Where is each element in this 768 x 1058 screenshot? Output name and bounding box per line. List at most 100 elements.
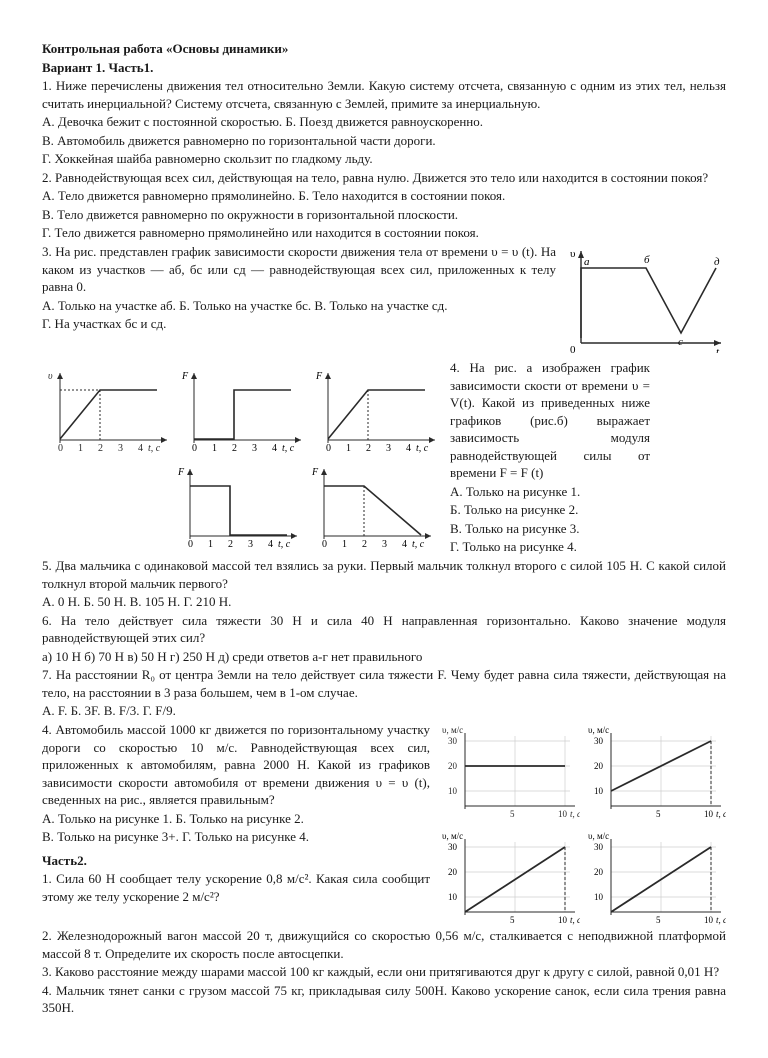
q6-opts: а) 10 Н б) 70 Н в) 50 Н г) 250 Н д) сред… — [42, 648, 726, 666]
svg-text:30: 30 — [594, 842, 604, 852]
svg-text:10: 10 — [594, 892, 604, 902]
svg-text:20: 20 — [594, 761, 604, 771]
svg-text:t, c: t, c — [148, 443, 161, 454]
svg-text:t, с: t, с — [570, 809, 580, 819]
q4-opt-c: В. Только на рисунке 3. — [450, 520, 650, 538]
q4-opt-a: А. Только на рисунке 1. — [450, 483, 650, 501]
svg-text:с: с — [678, 336, 683, 348]
svg-text:t, c: t, c — [278, 539, 291, 550]
svg-text:t, с: t, с — [716, 809, 726, 819]
svg-text:0: 0 — [188, 539, 193, 550]
p2-q2: 2. Железнодорожный вагон массой 20 т, дв… — [42, 927, 726, 962]
q8-graph-2: 102030 510 υ, м/сt, с 2 — [586, 721, 726, 821]
svg-text:1: 1 — [208, 539, 213, 550]
svg-text:10: 10 — [558, 915, 568, 925]
svg-text:t, с: t, с — [570, 915, 580, 925]
q4-graph-a: 01234 t, c υ а) — [42, 365, 172, 455]
svg-text:υ, м/с: υ, м/с — [442, 725, 463, 735]
q4-graph-2: 01234 t, c F 2 — [310, 365, 440, 455]
q1-opt-a: А. Девочка бежит с постоянной скоростью.… — [42, 113, 726, 131]
svg-text:30: 30 — [448, 736, 458, 746]
svg-text:3: 3 — [386, 443, 391, 454]
doc-title: Контрольная работа «Основы динамики» — [42, 40, 726, 58]
part2-title: Часть2. — [42, 852, 430, 870]
svg-text:2: 2 — [232, 443, 237, 454]
svg-text:30: 30 — [448, 842, 458, 852]
svg-text:д: д — [714, 256, 720, 268]
svg-text:20: 20 — [448, 867, 458, 877]
q6-text: 6. На тело действует сила тяжести 30 Н и… — [42, 612, 726, 647]
q4-graph-3: 01234 t, c F 3 — [172, 461, 302, 551]
svg-text:F: F — [315, 371, 323, 382]
q4-opt-d: Г. Только на рисунке 4. — [450, 538, 650, 556]
q8-text: 4. Автомобиль массой 1000 кг движется по… — [42, 721, 430, 809]
svg-text:1: 1 — [78, 443, 83, 454]
svg-text:4: 4 — [406, 443, 411, 454]
q1-text: 1. Ниже перечислены движения тел относит… — [42, 77, 726, 112]
svg-text:2: 2 — [362, 539, 367, 550]
svg-text:υ: υ — [48, 371, 53, 382]
svg-text:а: а — [584, 256, 590, 268]
svg-text:4: 4 — [402, 539, 407, 550]
svg-text:t, c: t, c — [282, 443, 295, 454]
svg-text:0: 0 — [58, 443, 63, 454]
q4-top-row: 01234 t, c υ а) 01234 t, c F 1 — [42, 365, 440, 455]
svg-text:t: t — [716, 346, 720, 353]
q8-opt-a: А. Только на рисунке 1. Б. Только на рис… — [42, 810, 430, 828]
q1-opt-c: Г. Хоккейная шайба равномерно скользит п… — [42, 150, 726, 168]
q2-text: 2. Равнодействующая всех сил, действующа… — [42, 169, 726, 187]
q4-bottom-row: 01234 t, c F 3 01234 t, c F 4 — [172, 461, 440, 551]
svg-text:υ, м/с: υ, м/с — [588, 831, 609, 841]
svg-text:5: 5 — [510, 809, 515, 819]
q7-opts: А. F. Б. 3F. В. F/3. Г. F/9. — [42, 702, 726, 720]
q8-graphs: 102030 510 υ, м/сt, с 1 102030 510 υ, м/… — [440, 721, 726, 927]
svg-text:10: 10 — [448, 892, 458, 902]
svg-text:5: 5 — [656, 915, 661, 925]
svg-text:б: б — [644, 254, 650, 266]
p2-q1: 1. Сила 60 Н сообщает телу ускорение 0,8… — [42, 870, 430, 905]
q8-graph-1: 102030 510 υ, м/сt, с 1 — [440, 721, 580, 821]
q8-graph-3: 102030 510 υ, м/сt, с 3 — [440, 827, 580, 927]
svg-text:2: 2 — [98, 443, 103, 454]
q3-graph: υ t 0 а б д с — [566, 243, 726, 353]
q2-opt-a: А. Тело движется равномерно прямолинейно… — [42, 187, 726, 205]
svg-text:2: 2 — [228, 539, 233, 550]
svg-text:3: 3 — [248, 539, 253, 550]
svg-text:20: 20 — [448, 761, 458, 771]
svg-text:10: 10 — [704, 915, 714, 925]
p2-q4: 4. Мальчик тянет санки с грузом массой 7… — [42, 982, 726, 1017]
q8-graph-4: 102030 510 υ, м/сt, с 4 — [586, 827, 726, 927]
svg-text:0: 0 — [570, 344, 576, 353]
q2-opt-c: Г. Тело движется равномерно прямолинейно… — [42, 224, 726, 242]
svg-text:3: 3 — [382, 539, 387, 550]
svg-text:υ, м/с: υ, м/с — [442, 831, 463, 841]
p2-q3: 3. Каково расстояние между шарами массой… — [42, 963, 726, 981]
q4-text: 4. На рис. а изображен график зависимост… — [450, 359, 650, 482]
svg-text:F: F — [177, 467, 185, 478]
q3-opt-g: Г. На участках бс и сд. — [42, 315, 556, 333]
q8-opt-b: В. Только на рисунке 3+. Г. Только на ри… — [42, 828, 430, 846]
svg-text:10: 10 — [448, 786, 458, 796]
svg-text:10: 10 — [704, 809, 714, 819]
svg-text:20: 20 — [594, 867, 604, 877]
q3-text: 3. На рис. представлен график зависимост… — [42, 243, 556, 296]
svg-text:4: 4 — [138, 443, 143, 454]
svg-text:5: 5 — [656, 809, 661, 819]
svg-text:0: 0 — [322, 539, 327, 550]
doc-subtitle: Вариант 1. Часть1. — [42, 59, 726, 77]
svg-text:1: 1 — [212, 443, 217, 454]
q4-graph-4: 01234 t, c F 4 — [306, 461, 436, 551]
q5-text: 5. Два мальчика с одинаковой массой тел … — [42, 557, 726, 592]
svg-text:1: 1 — [342, 539, 347, 550]
q1-opt-b: В. Автомобиль движется равномерно по гор… — [42, 132, 726, 150]
svg-text:10: 10 — [594, 786, 604, 796]
svg-text:1: 1 — [346, 443, 351, 454]
svg-text:3: 3 — [118, 443, 123, 454]
svg-text:F: F — [311, 467, 319, 478]
svg-text:υ: υ — [570, 248, 576, 260]
svg-text:5: 5 — [510, 915, 515, 925]
svg-text:10: 10 — [558, 809, 568, 819]
q2-opt-b: В. Тело движется равномерно по окружност… — [42, 206, 726, 224]
svg-text:0: 0 — [192, 443, 197, 454]
q5-opts: А. 0 Н. Б. 50 Н. В. 105 Н. Г. 210 Н. — [42, 593, 726, 611]
